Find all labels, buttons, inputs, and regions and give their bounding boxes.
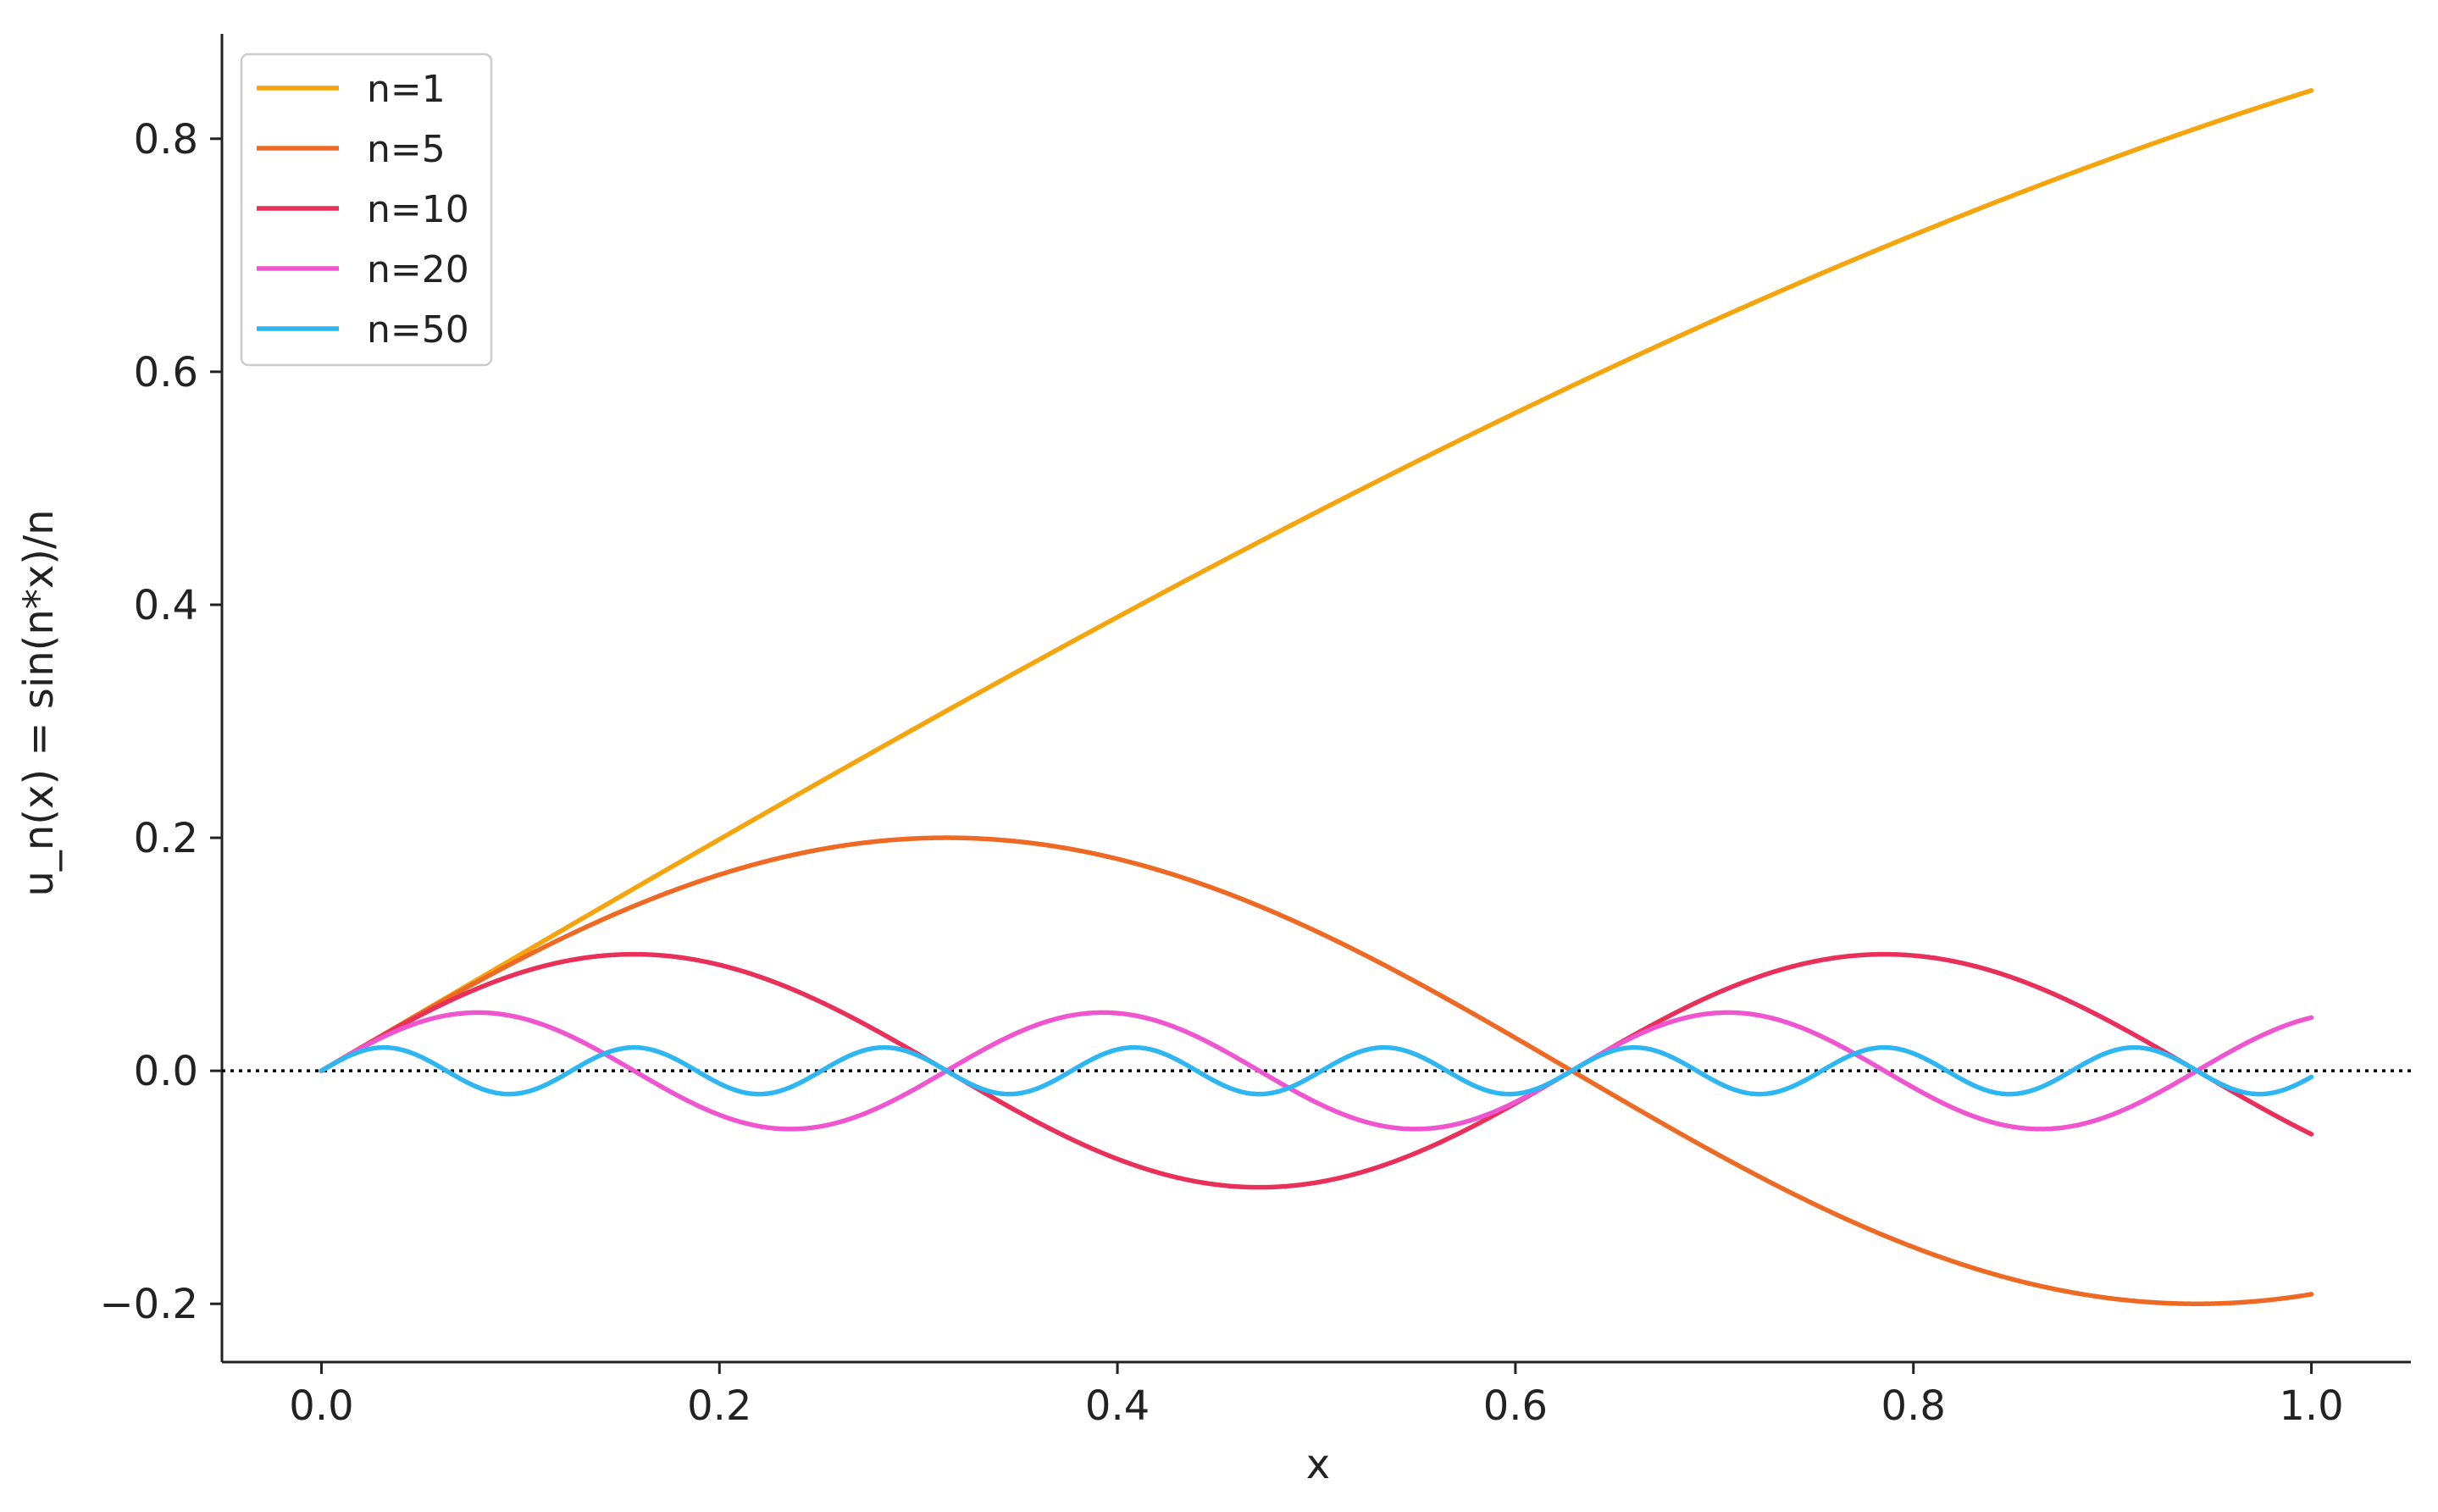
y-tick-label: 0.0 [134,1048,198,1095]
series-lines [319,88,2314,1306]
series-line-n-5 [319,835,2314,1306]
y-tick-label: 0.2 [134,815,198,862]
series-line-n-20 [319,1010,2314,1132]
legend-label: n=1 [367,68,446,111]
x-tick-label: 0.2 [687,1382,751,1430]
legend-box [240,53,493,367]
y-tick-label: 0.6 [134,349,198,396]
x-tick-label: 0.0 [289,1382,353,1430]
series-line-n-10 [319,951,2314,1190]
legend-label: n=50 [367,308,469,352]
series-line-n-50 [319,1044,2314,1097]
legend: n=1 n=5 n=10 n=20 n=50 [240,53,493,367]
y-tick-label: −0.2 [99,1281,198,1328]
axes: 0.0 0.2 0.4 0.6 0.8 1.0 −0.2 0.0 0.2 0.4 0.6 0.8 [99,34,2411,1430]
x-tick-label: 0.4 [1085,1382,1150,1430]
y-tick-label: 0.8 [134,116,198,163]
x-axis-label: x [1306,1441,1330,1488]
legend-label: n=20 [367,248,469,291]
x-tick-label: 0.6 [1483,1382,1548,1430]
y-tick-label: 0.4 [134,582,198,629]
x-tick-label: 0.8 [1881,1382,1946,1430]
x-tick-label: 1.0 [2279,1382,2343,1430]
legend-label: n=5 [367,128,446,171]
series-line-n-1 [319,88,2314,1073]
legend-label: n=10 [367,188,469,231]
y-axis-label: u_n(x) = sin(n*x)/n [15,509,63,896]
